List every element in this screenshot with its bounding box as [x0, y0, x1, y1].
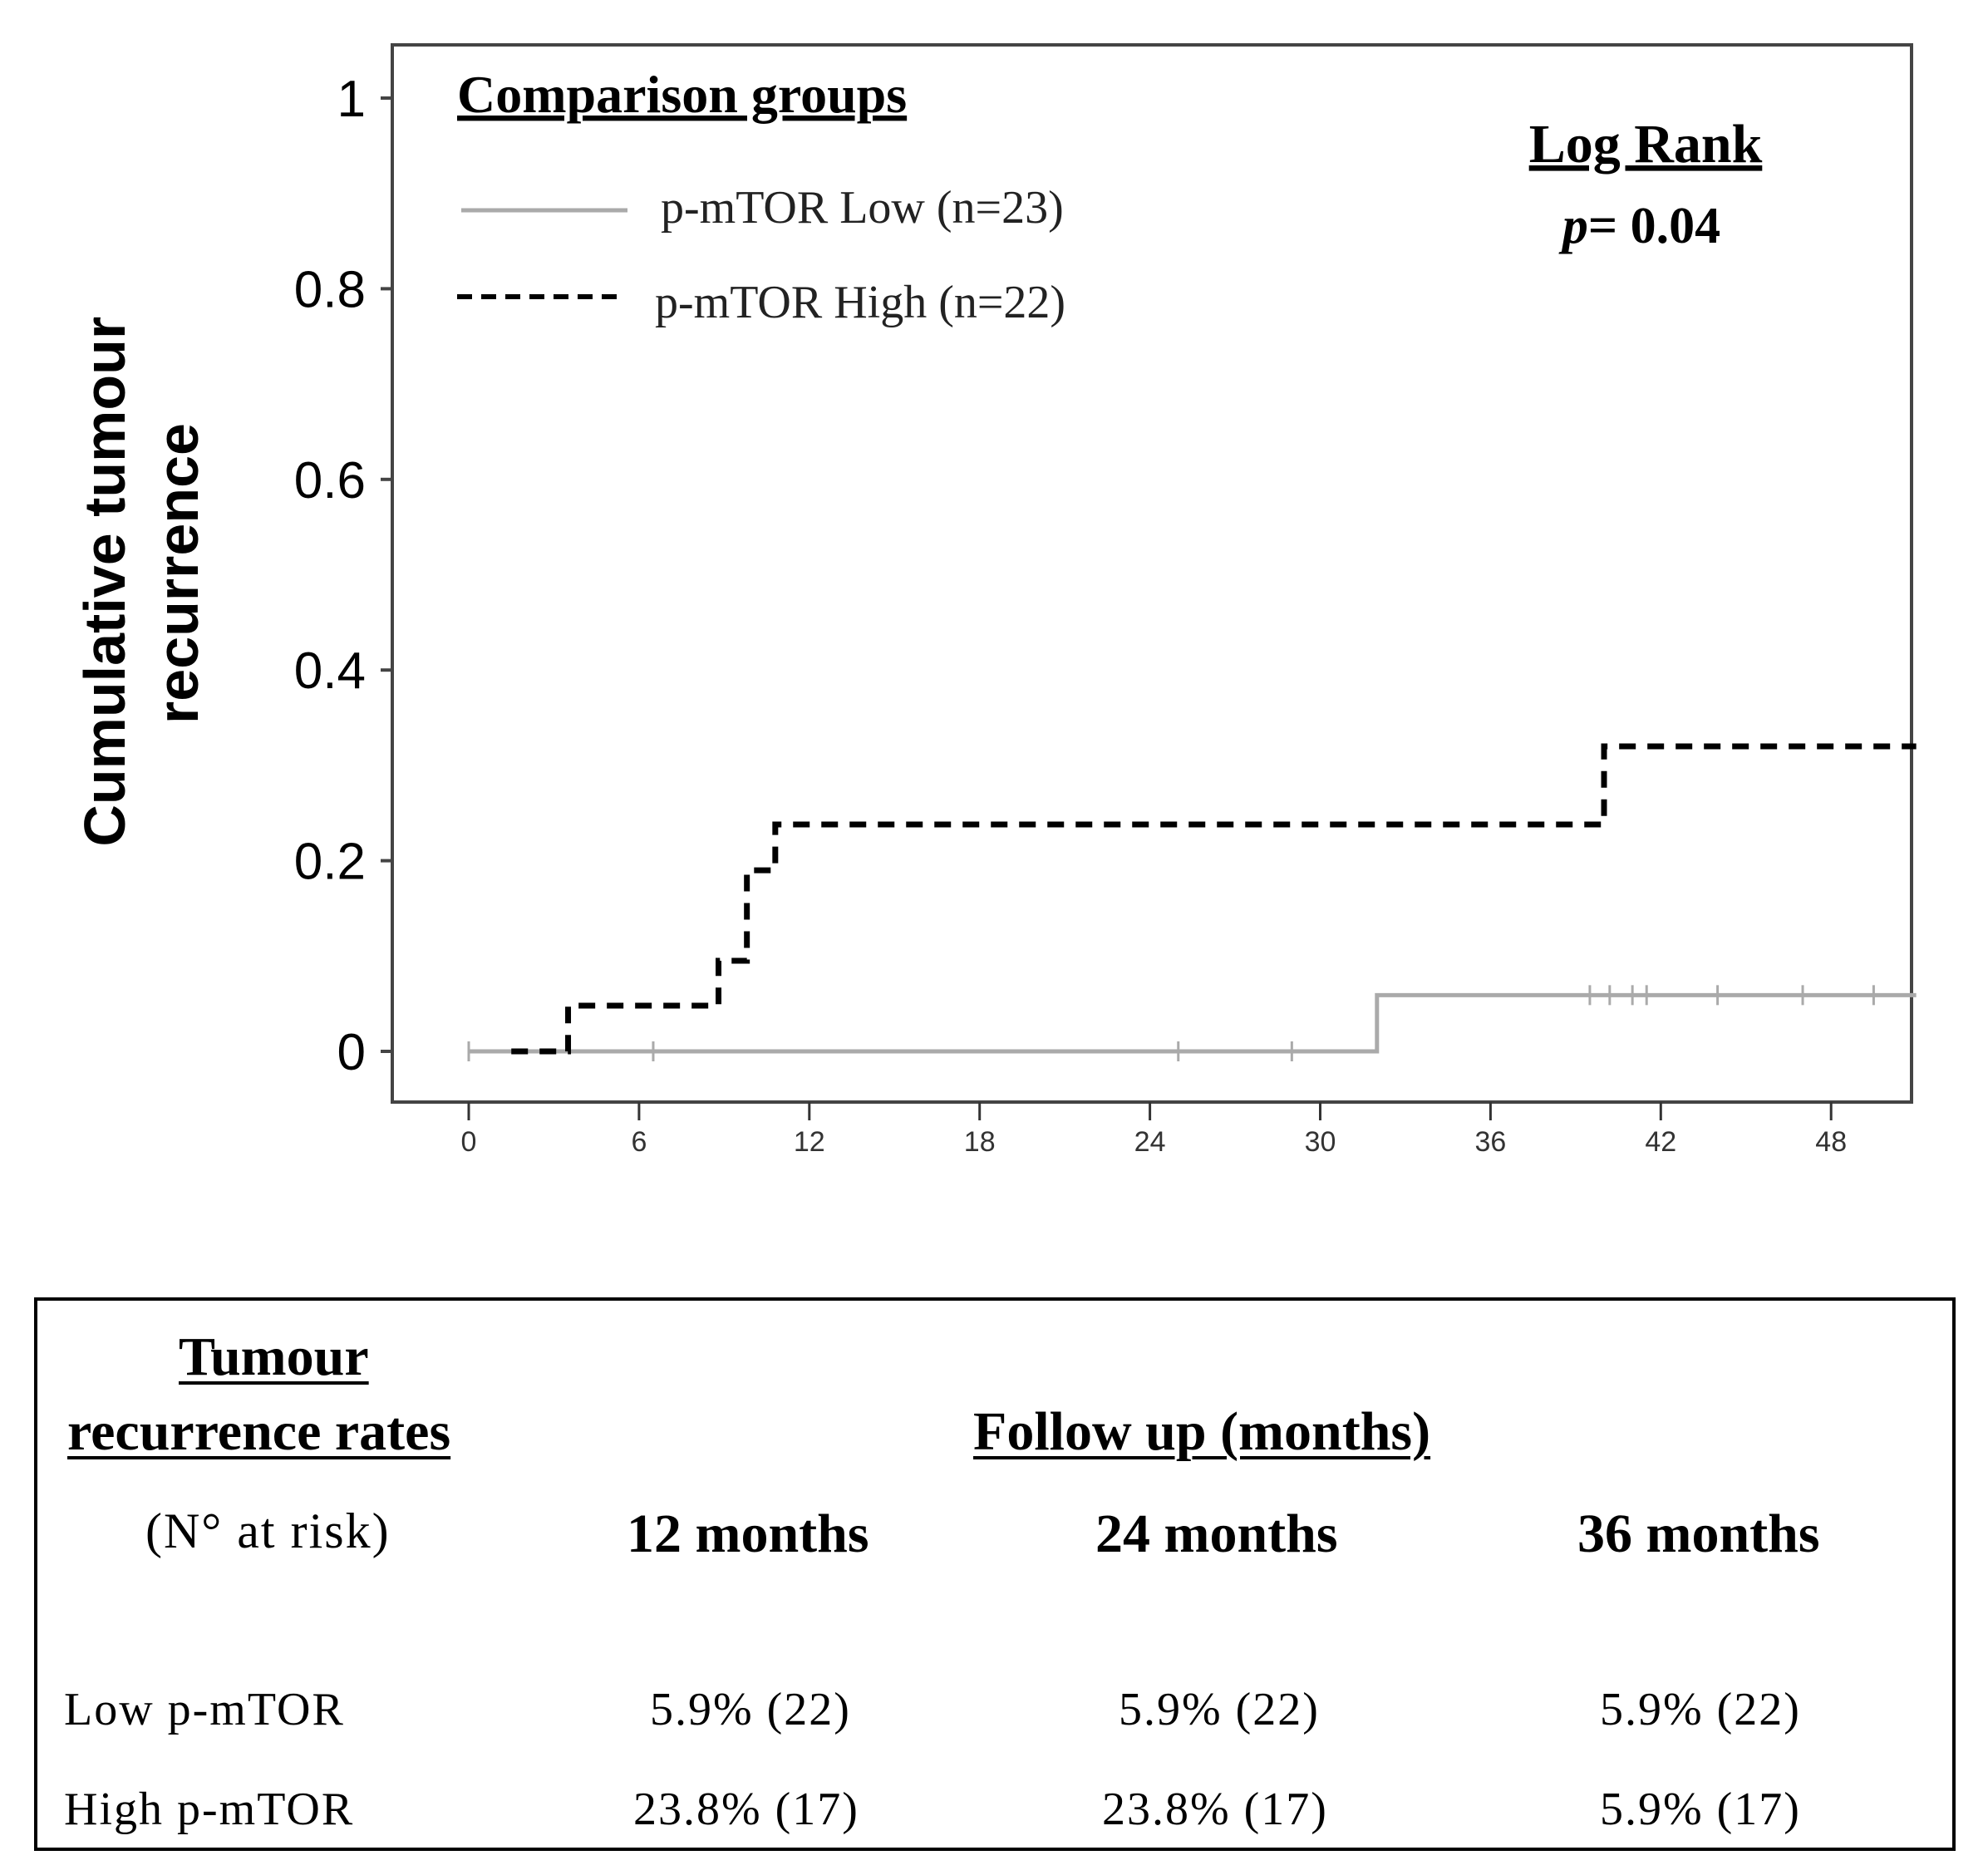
log-rank-title: Log Rank	[1529, 114, 1763, 175]
cell-high-24: 23.8% (17)	[1102, 1784, 1328, 1835]
legend-name-low: p-mTOR Low	[661, 182, 925, 234]
legend-n-high: (n=22)	[938, 277, 1065, 328]
y-tick-label: 0.6	[294, 452, 366, 509]
y-tick-label: 0	[337, 1024, 366, 1081]
y-tick-label: 0.8	[294, 261, 366, 318]
y-tick-label: 0.4	[294, 642, 366, 700]
y-axis-label-line1: Cumulative tumour	[72, 317, 137, 847]
curve-high	[511, 743, 1917, 1055]
cell-high-12: 23.8% (17)	[633, 1784, 859, 1835]
x-tick-label: 24	[1134, 1126, 1166, 1158]
curve-low	[469, 992, 1917, 1054]
x-axis: 0 6 12 18 24 30 36 42 48	[461, 1102, 1847, 1158]
y-tick-label: 1	[337, 71, 366, 128]
x-tick-label: 18	[964, 1126, 996, 1158]
curves	[467, 743, 1917, 1061]
group-header: Follow up (months)	[973, 1401, 1431, 1462]
legend-n-low: (n=23)	[937, 182, 1064, 234]
x-tick-label: 0	[461, 1126, 477, 1158]
x-tick-label: 30	[1305, 1126, 1336, 1158]
x-tick-label: 12	[794, 1126, 825, 1158]
y-axis-label-line2: recurrence	[145, 423, 210, 724]
x-tick-label: 36	[1474, 1126, 1506, 1158]
legend-title: Comparison groups	[457, 65, 907, 124]
km-chart: 0 0.2 0.4 0.6 0.8 1 0 6 12 18 24 30 36 42 48 Cumulati…	[72, 43, 1917, 1158]
col-12-months: 12 months	[627, 1503, 869, 1564]
col-24-months: 24 months	[1095, 1503, 1338, 1564]
table-title-1: Tumour	[179, 1326, 369, 1387]
legend-label-low: p-mTOR Low (n=23)	[661, 182, 1064, 234]
legend-label-high: p-mTOR High (n=22)	[655, 277, 1065, 328]
row-label-low: Low p-mTOR	[64, 1684, 345, 1735]
cell-low-12: 5.9% (22)	[650, 1684, 851, 1735]
row-label-high: High p-mTOR	[64, 1784, 355, 1835]
cell-high-36: 5.9% (17)	[1600, 1784, 1801, 1835]
cell-low-36: 5.9% (22)	[1600, 1684, 1801, 1735]
p-value: p= 0.04	[1558, 198, 1720, 254]
cell-low-24: 5.9% (22)	[1119, 1684, 1320, 1735]
table-title-2: recurrence rates	[67, 1401, 451, 1462]
at-risk-label: (N° at risk)	[145, 1503, 391, 1558]
x-tick-label: 48	[1815, 1126, 1847, 1158]
y-axis-label: Cumulative tumour recurrence	[72, 300, 210, 846]
y-tick-label: 0.2	[294, 834, 366, 891]
y-axis: 0 0.2 0.4 0.6 0.8 1	[294, 71, 392, 1081]
x-tick-label: 42	[1645, 1126, 1676, 1158]
recurrence-table: Tumour recurrence rates Follow up (month…	[34, 1297, 1956, 1851]
legend-name-high: p-mTOR High	[655, 277, 927, 328]
col-36-months: 36 months	[1577, 1503, 1820, 1564]
plot-frame	[391, 43, 1913, 1104]
x-tick-label: 6	[631, 1126, 647, 1158]
